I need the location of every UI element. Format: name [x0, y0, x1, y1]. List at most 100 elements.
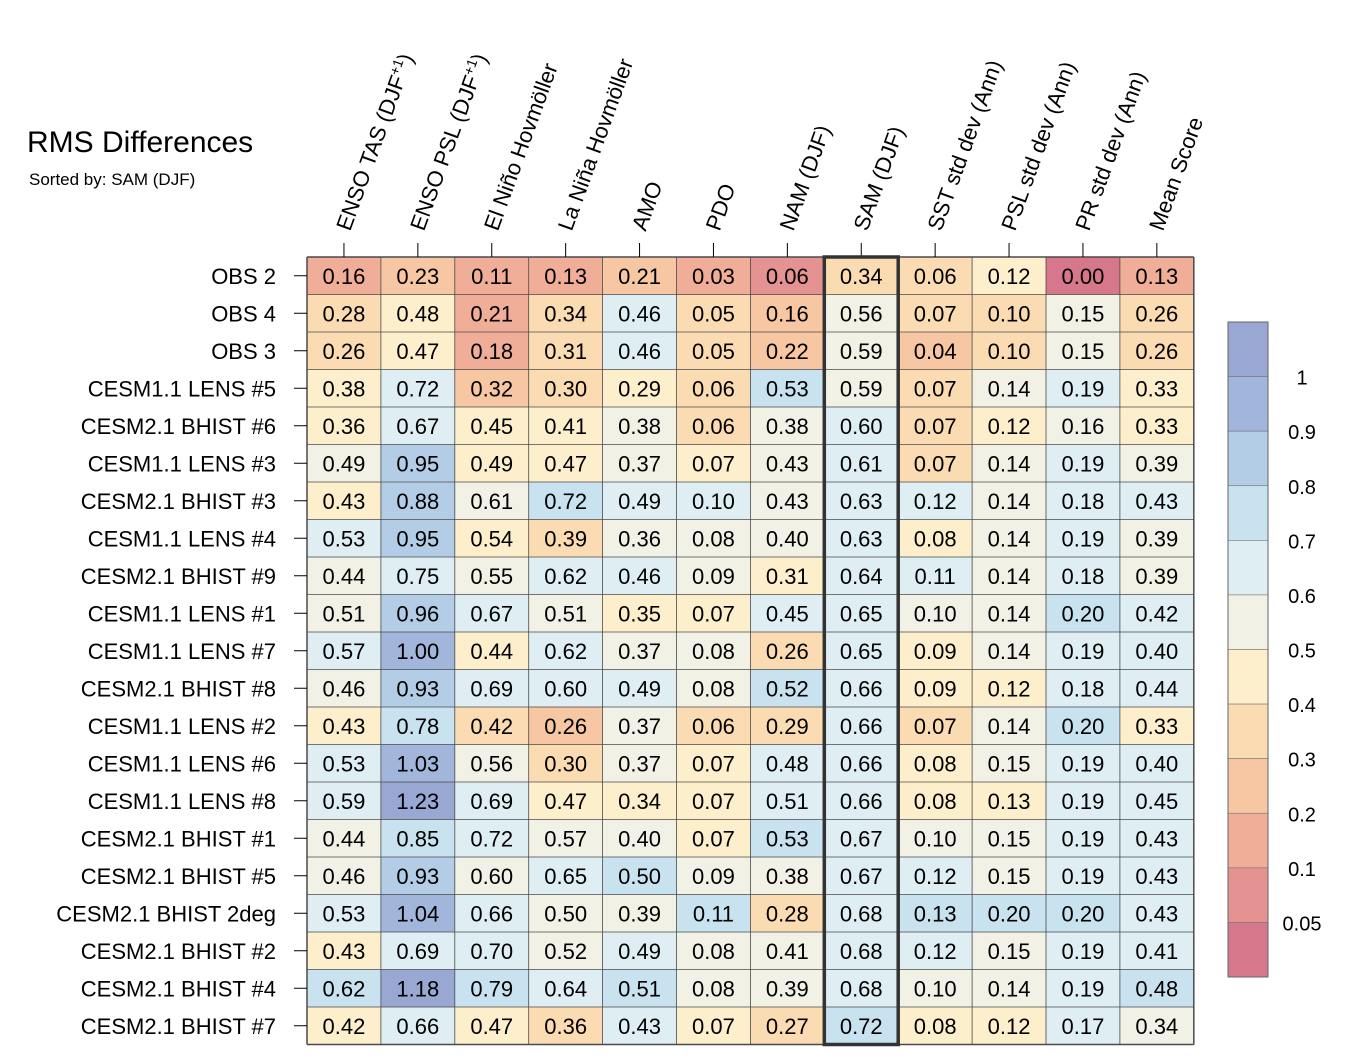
cell-value: 0.53 [323, 751, 366, 776]
heatmap-cell [380, 632, 455, 670]
cell-value: 0.59 [840, 339, 883, 364]
cell-value: 0.49 [618, 939, 661, 964]
cell-value: 0.26 [1135, 339, 1178, 364]
cell-value: 0.48 [766, 751, 809, 776]
heatmap-cell [898, 894, 973, 932]
heatmap-cell [1046, 744, 1120, 782]
cell-value: 0.17 [1062, 1014, 1105, 1039]
heatmap-cell [750, 932, 825, 970]
cell-value: 0.12 [988, 414, 1031, 439]
colorbar-segment [1227, 485, 1269, 541]
heatmap-cell [454, 969, 529, 1007]
heatmap-cell [454, 407, 529, 445]
cell-value: 0.10 [988, 339, 1031, 364]
cell-value: 0.68 [840, 976, 883, 1001]
cell-value: 0.43 [323, 714, 366, 739]
cell-value: 0.61 [840, 451, 883, 476]
heatmap-cell [750, 407, 825, 445]
cell-value: 0.11 [471, 264, 512, 289]
heatmap-cell [824, 257, 899, 295]
heatmap-cell [676, 744, 751, 782]
heatmap-cell [307, 482, 381, 520]
column-label-text: ENSO TAS (DJF [331, 72, 410, 234]
cell-value: 0.14 [988, 714, 1031, 739]
heatmap-cell [307, 444, 381, 482]
heatmap-cell [972, 1007, 1046, 1045]
cell-value: 0.33 [1135, 414, 1178, 439]
heatmap-cell [898, 782, 973, 820]
heatmap-cell [1119, 332, 1194, 370]
cell-value: 0.04 [914, 339, 957, 364]
heatmap-cell [454, 669, 529, 707]
heatmap-cell [454, 369, 529, 407]
chart-subtitle: Sorted by: SAM (DJF) [29, 170, 196, 189]
cell-value: 0.60 [544, 676, 587, 701]
cell-value: 0.19 [1062, 526, 1105, 551]
highlight-border [822, 255, 900, 1047]
cell-value: 0.05 [692, 301, 735, 326]
heatmap-cell [750, 894, 825, 932]
cell-value: 0.95 [396, 526, 439, 551]
heatmap-cell [454, 332, 529, 370]
heatmap-cell [898, 257, 973, 295]
cell-value: 0.26 [323, 339, 366, 364]
heatmap-cell [1119, 594, 1194, 632]
cell-value: 0.59 [323, 789, 366, 814]
column-label: NAM (DJF) [775, 122, 836, 234]
cell-value: 0.18 [1062, 489, 1105, 514]
heatmap-cell [307, 669, 381, 707]
cell-value: 0.41 [544, 414, 587, 439]
cell-value: 0.19 [1062, 376, 1105, 401]
heatmap-cell [676, 1007, 751, 1045]
heatmap-cell [676, 857, 751, 895]
heatmap-cell [676, 632, 751, 670]
cell-value: 0.62 [323, 976, 366, 1001]
cell-value: 0.48 [396, 301, 439, 326]
cell-value: 0.14 [988, 526, 1031, 551]
heatmap-cell [824, 819, 899, 857]
heatmap-cell [307, 257, 381, 295]
cell-value: 0.06 [914, 264, 957, 289]
cell-value: 0.32 [470, 376, 513, 401]
colorbar-label: 0.1 [1288, 859, 1316, 881]
heatmap-cell [380, 857, 455, 895]
cell-value: 1.18 [396, 976, 439, 1001]
cell-value: 0.14 [988, 489, 1031, 514]
heatmap-cell [1046, 707, 1120, 745]
heatmap-cell [380, 482, 455, 520]
heatmap-cell [454, 932, 529, 970]
heatmap-cell [676, 444, 751, 482]
cell-value: 0.11 [915, 564, 956, 589]
cell-value: 0.44 [470, 639, 513, 664]
cell-value: 0.66 [840, 751, 883, 776]
cell-value: 0.49 [618, 489, 661, 514]
cell-value: 0.40 [618, 826, 661, 851]
cell-value: 0.38 [323, 376, 366, 401]
colorbar-segment [1227, 540, 1269, 596]
cell-value: 0.38 [618, 414, 661, 439]
heatmap-cell [380, 294, 455, 332]
cell-value: 0.07 [914, 714, 957, 739]
cell-value: 0.70 [470, 939, 513, 964]
heatmap-cell [824, 969, 899, 1007]
heatmap-cell [676, 969, 751, 1007]
heatmap-cell [1046, 819, 1120, 857]
row-label: CESM1.1 LENS #7 [88, 639, 276, 664]
row-label: CESM1.1 LENS #3 [88, 451, 276, 476]
heatmap-cell [602, 894, 677, 932]
heatmap-cell [602, 669, 677, 707]
cell-value: 0.45 [470, 414, 513, 439]
highlighted-column [822, 255, 900, 1047]
cell-value: 0.34 [1135, 1014, 1178, 1039]
cell-value: 0.09 [914, 639, 957, 664]
cell-value: 0.15 [988, 751, 1031, 776]
heatmap-cell [824, 894, 899, 932]
cell-value: 0.55 [470, 564, 513, 589]
heatmap-cell [1119, 294, 1194, 332]
heatmap-cell [972, 969, 1046, 1007]
heatmap-cell [972, 407, 1046, 445]
cell-value: 0.56 [840, 301, 883, 326]
cell-value: 0.13 [988, 789, 1031, 814]
heatmap-cell [898, 519, 973, 557]
heatmap-cell [972, 257, 1046, 295]
